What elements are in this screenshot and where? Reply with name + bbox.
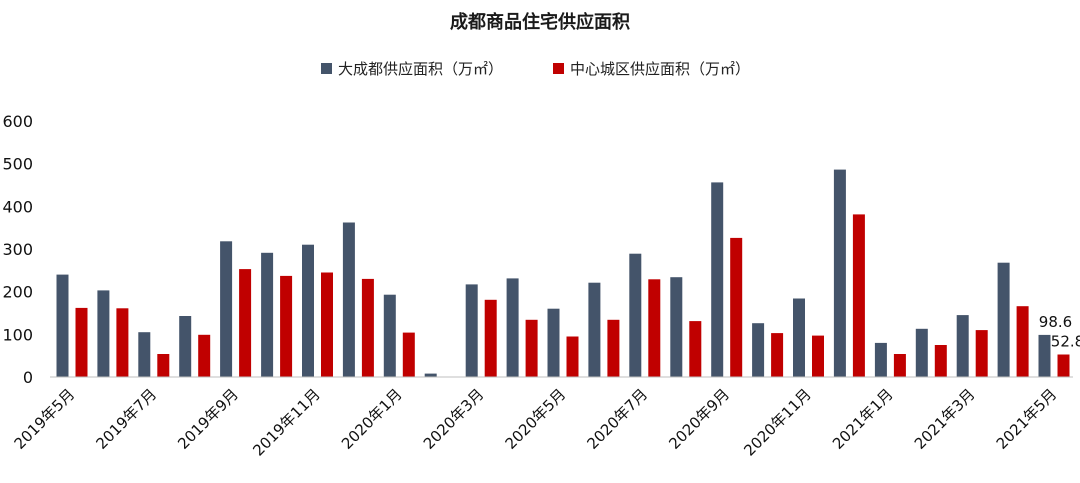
bar-series-2 <box>402 332 415 377</box>
bars <box>56 169 1070 377</box>
bar-series-1 <box>424 373 437 377</box>
bar-series-1 <box>220 241 233 377</box>
bar-series-1 <box>956 315 969 377</box>
bar-series-2 <box>116 308 129 377</box>
bar-series-2 <box>689 321 702 377</box>
y-axis: 0 100 200 300 400 500 600 <box>2 112 33 387</box>
bar-series-1 <box>97 290 110 377</box>
bar-series-2 <box>812 335 824 377</box>
x-tick-label: 2020年7月 <box>583 385 651 453</box>
y-tick-label: 400 <box>2 197 33 216</box>
bar-series-1 <box>793 298 805 377</box>
x-tick-label: 2019年9月 <box>174 385 242 453</box>
data-label: 52.8 <box>1051 333 1080 351</box>
bar-series-2 <box>280 275 293 377</box>
legend-label-series-2: 中心城区供应面积（万㎡） <box>570 60 750 78</box>
bar-series-1 <box>302 244 314 377</box>
bar-series-1 <box>547 308 560 377</box>
bar-series-2 <box>648 279 661 377</box>
x-tick-label: 2021年5月 <box>993 385 1061 453</box>
x-tick-label: 2020年11月 <box>740 385 814 459</box>
chart-title: 成都商品住宅供应面积 <box>450 11 630 33</box>
legend-swatch-series-2 <box>553 63 564 74</box>
bar-series-2 <box>198 334 211 377</box>
y-tick-label: 500 <box>2 155 33 174</box>
x-tick-label: 2020年1月 <box>338 385 406 453</box>
y-tick-label: 100 <box>2 325 33 344</box>
bar-series-1 <box>56 274 69 377</box>
bar-series-1 <box>383 294 396 377</box>
bar-series-1 <box>711 182 724 377</box>
bar-series-2 <box>566 336 579 377</box>
bar-series-1 <box>465 284 478 377</box>
x-tick-label: 2019年11月 <box>249 385 323 459</box>
bar-series-1 <box>874 342 887 377</box>
y-tick-label: 0 <box>23 368 33 387</box>
bar-series-2 <box>157 354 170 377</box>
y-tick-label: 300 <box>2 240 33 259</box>
bar-series-2 <box>934 345 947 377</box>
bar-series-2 <box>1057 354 1070 377</box>
bar-series-1 <box>670 277 683 377</box>
bar-series-1 <box>179 316 192 377</box>
bar-series-1 <box>997 262 1010 377</box>
bar-series-2 <box>525 319 538 377</box>
x-tick-label: 2020年9月 <box>665 385 733 453</box>
bar-series-1 <box>342 222 355 377</box>
bar-series-1 <box>752 323 765 377</box>
x-tick-label: 2021年3月 <box>911 385 979 453</box>
bar-series-2 <box>1016 306 1029 377</box>
y-tick-label: 200 <box>2 283 33 302</box>
bar-series-2 <box>607 319 620 377</box>
bar-series-1 <box>833 169 846 377</box>
bar-series-1 <box>138 332 151 377</box>
x-tick-label: 2021年1月 <box>829 385 897 453</box>
bar-series-2 <box>321 272 333 377</box>
bar-series-1 <box>915 328 928 377</box>
bar-series-1 <box>588 282 601 377</box>
y-tick-label: 600 <box>2 112 33 131</box>
bar-series-1 <box>629 253 642 377</box>
legend-swatch-series-1 <box>321 63 332 74</box>
data-label: 98.6 <box>1039 313 1072 331</box>
bar-series-2 <box>893 354 906 377</box>
bar-series-2 <box>484 299 497 377</box>
bar-series-2 <box>771 333 784 377</box>
bar-series-2 <box>852 214 865 377</box>
bar-series-2 <box>975 330 988 377</box>
data-labels: 98.6 52.8 <box>1039 313 1080 351</box>
bar-series-2 <box>361 278 374 377</box>
bar-series-1 <box>1038 334 1051 377</box>
x-tick-label: 2020年5月 <box>502 385 570 453</box>
x-axis: 2019年5月 2019年7月 2019年9月 2019年11月 2020年1月 2020… <box>11 385 1061 459</box>
bar-series-2 <box>239 269 252 377</box>
x-tick-label: 2019年7月 <box>92 385 160 453</box>
x-tick-label: 2019年5月 <box>11 385 79 453</box>
legend: 大成都供应面积（万㎡） 中心城区供应面积（万㎡） <box>321 60 750 78</box>
legend-label-series-1: 大成都供应面积（万㎡） <box>338 60 503 78</box>
bar-series-1 <box>506 278 519 377</box>
x-tick-label: 2020年3月 <box>420 385 488 453</box>
bar-series-1 <box>261 252 274 377</box>
bar-series-2 <box>75 307 88 377</box>
bar-series-2 <box>730 237 743 377</box>
